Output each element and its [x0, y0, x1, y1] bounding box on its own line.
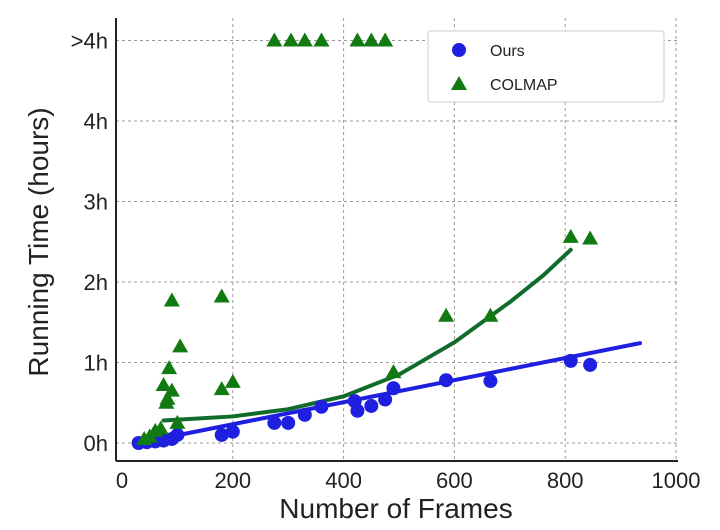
- x-tick-label: 1000: [652, 468, 701, 493]
- x-tick-label: 800: [547, 468, 584, 493]
- legend-label-ours: Ours: [490, 43, 525, 60]
- point-colmap: [152, 420, 169, 435]
- point-colmap: [438, 307, 455, 322]
- point-colmap: [213, 381, 230, 396]
- point-ours: [483, 374, 498, 389]
- point-colmap: [155, 377, 172, 392]
- point-ours: [350, 403, 365, 418]
- point-ours: [439, 373, 454, 388]
- point-colmap: [349, 32, 366, 47]
- point-colmap: [172, 338, 189, 353]
- point-colmap: [313, 32, 330, 47]
- point-ours: [563, 353, 578, 368]
- point-colmap: [161, 360, 178, 375]
- y-tick-label: 0h: [84, 431, 108, 456]
- y-tick-label: 4h: [84, 109, 108, 134]
- point-colmap: [163, 292, 180, 307]
- x-axis-label: Number of Frames: [279, 493, 512, 524]
- point-colmap: [582, 230, 599, 245]
- x-tick-label: 400: [325, 468, 362, 493]
- point-colmap: [169, 414, 186, 429]
- point-colmap: [213, 288, 230, 303]
- point-colmap: [363, 32, 380, 47]
- point-colmap: [282, 32, 299, 47]
- y-tick-label: 1h: [84, 351, 108, 376]
- legend-marker-colmap: [451, 76, 467, 90]
- point-colmap: [224, 373, 241, 388]
- point-ours: [297, 407, 312, 422]
- point-ours: [378, 392, 393, 407]
- x-tick-label: 200: [214, 468, 251, 493]
- point-ours: [225, 424, 240, 439]
- point-colmap: [266, 32, 283, 47]
- y-tick-label: >4h: [71, 29, 108, 54]
- point-colmap: [385, 364, 402, 379]
- legend-marker-ours: [452, 43, 466, 57]
- point-colmap: [562, 228, 579, 243]
- y-axis-label: Running Time (hours): [23, 107, 54, 376]
- point-colmap: [296, 32, 313, 47]
- point-ours: [386, 381, 401, 396]
- point-ours: [281, 415, 296, 430]
- x-tick-label: 600: [436, 468, 473, 493]
- tick-labels: 0 200 400 600 800 1000 0h 1h 2h 3h 4h >4h: [71, 29, 701, 494]
- point-ours: [214, 427, 229, 442]
- point-colmap: [377, 32, 394, 47]
- legend: Ours COLMAP: [427, 30, 665, 103]
- point-ours: [583, 357, 598, 372]
- point-colmap: [482, 307, 499, 322]
- point-ours: [267, 415, 282, 430]
- y-tick-label: 2h: [84, 270, 108, 295]
- point-ours: [170, 427, 185, 442]
- point-colmap: [163, 382, 180, 397]
- point-ours: [364, 398, 379, 413]
- legend-label-colmap: COLMAP: [490, 77, 558, 94]
- point-ours: [314, 399, 329, 414]
- point-colmap: [159, 390, 176, 405]
- y-tick-label: 3h: [84, 190, 108, 215]
- x-tick-label: 0: [116, 468, 128, 493]
- data-points: [131, 32, 599, 450]
